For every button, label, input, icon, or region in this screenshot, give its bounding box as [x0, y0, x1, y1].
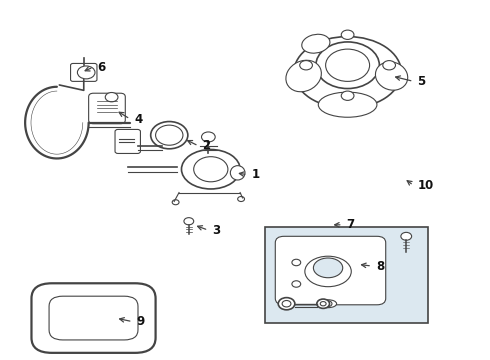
Circle shape — [292, 281, 301, 287]
Circle shape — [316, 42, 379, 89]
Ellipse shape — [302, 34, 330, 53]
Circle shape — [238, 197, 245, 202]
Text: 7: 7 — [346, 218, 355, 231]
FancyBboxPatch shape — [31, 283, 156, 353]
Circle shape — [320, 302, 326, 306]
Ellipse shape — [230, 166, 245, 180]
Ellipse shape — [181, 149, 240, 189]
Bar — [265, 226, 428, 323]
Text: 4: 4 — [134, 113, 142, 126]
Ellipse shape — [286, 60, 321, 92]
Ellipse shape — [294, 37, 401, 108]
Circle shape — [77, 66, 95, 79]
FancyBboxPatch shape — [115, 130, 141, 153]
Circle shape — [317, 299, 330, 309]
Circle shape — [105, 93, 118, 102]
Circle shape — [184, 218, 194, 225]
Text: 5: 5 — [417, 75, 426, 88]
Circle shape — [401, 232, 412, 240]
Circle shape — [324, 301, 332, 307]
Circle shape — [194, 157, 228, 182]
Text: 10: 10 — [417, 179, 434, 192]
FancyBboxPatch shape — [49, 296, 138, 340]
Circle shape — [341, 91, 354, 100]
Circle shape — [292, 259, 301, 266]
Circle shape — [335, 56, 360, 74]
Text: 9: 9 — [137, 315, 145, 328]
Circle shape — [201, 132, 215, 142]
Text: 3: 3 — [212, 224, 220, 237]
FancyBboxPatch shape — [89, 93, 125, 124]
Circle shape — [341, 30, 354, 40]
Circle shape — [383, 60, 395, 70]
Circle shape — [151, 122, 188, 149]
Text: 8: 8 — [376, 260, 384, 273]
FancyBboxPatch shape — [71, 63, 97, 81]
FancyBboxPatch shape — [275, 236, 386, 305]
Circle shape — [326, 49, 369, 81]
Circle shape — [300, 60, 313, 70]
Circle shape — [282, 301, 291, 307]
Text: 6: 6 — [98, 60, 106, 73]
Circle shape — [278, 298, 295, 310]
Ellipse shape — [319, 300, 337, 308]
Text: 2: 2 — [202, 139, 211, 152]
Ellipse shape — [375, 62, 408, 90]
Ellipse shape — [318, 92, 377, 117]
Ellipse shape — [314, 258, 343, 278]
Circle shape — [172, 200, 179, 205]
Circle shape — [156, 125, 183, 145]
Text: 1: 1 — [251, 168, 260, 181]
Ellipse shape — [305, 256, 351, 287]
